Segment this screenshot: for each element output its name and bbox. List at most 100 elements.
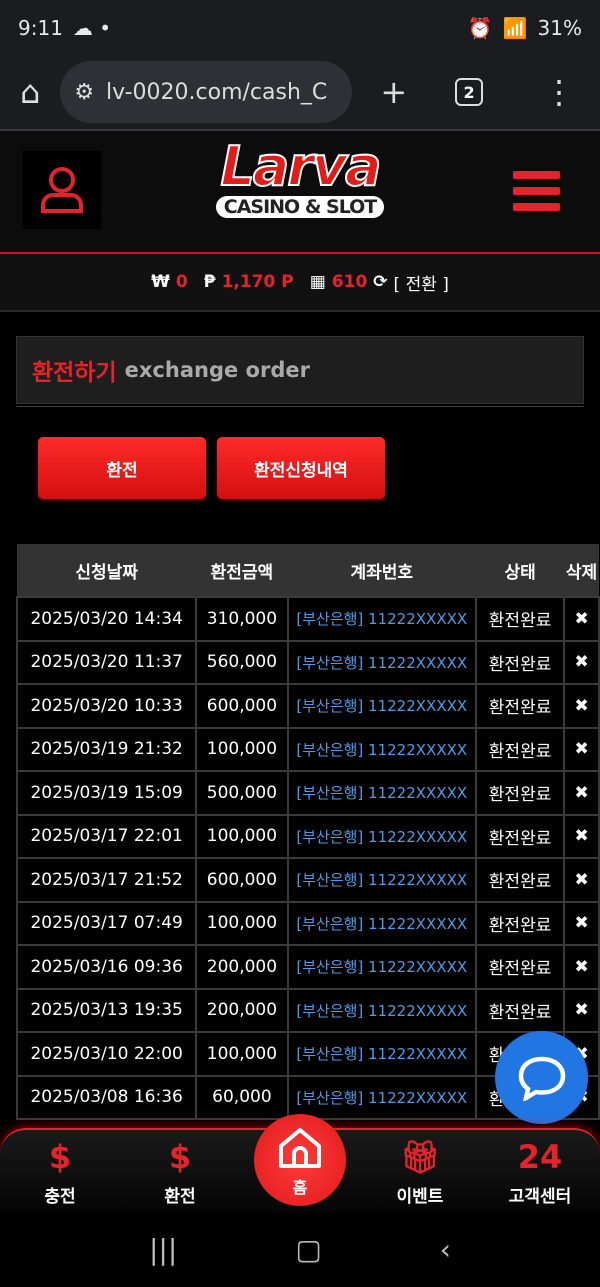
cell-date: 2025/03/16 09:36 [15,944,198,990]
recent-apps-icon[interactable]: ||| [149,1233,178,1266]
cell-date: 2025/03/17 22:01 [15,813,198,859]
delete-icon[interactable]: ✖ [563,944,600,990]
cloud-icon: ☁ • [72,15,112,40]
won-icon: ₩ [151,272,170,292]
delete-icon[interactable]: ✖ [563,857,600,903]
point-icon: ₱ [203,272,216,292]
alarm-icon: ⏰ [467,15,493,40]
table-row: 2025/03/20 11:37 560,000 [부산은행] 11222XXXXX… [15,639,600,685]
exchange-history-button[interactable]: 환전신청내역 [217,437,385,499]
cell-date: 2025/03/08 16:36 [15,1074,198,1120]
user-button[interactable] [23,151,101,229]
cell-amount: 100,000 [195,900,289,946]
chat-button[interactable] [495,1031,588,1124]
delete-icon[interactable]: ✖ [563,596,600,642]
col-delete: 삭제 [564,544,599,597]
page-title-ko: 환전하기 [32,360,117,386]
page-title: 환전하기 exchange order [16,336,584,404]
nav-exchange[interactable]: $ 환전 [140,1138,220,1207]
chip-balance: 610 [331,272,368,292]
cell-amount: 100,000 [195,1031,289,1077]
cell-account: [부산은행] 11222XXXXX [286,900,478,946]
nav-event[interactable]: 🎁︎ 이벤트 [380,1138,460,1207]
table-row: 2025/03/13 19:35 200,000 [부산은행] 11222XXXXX… [15,987,600,1033]
cell-amount: 310,000 [195,596,289,642]
cell-amount: 100,000 [195,726,289,772]
table-row: 2025/03/17 22:01 100,000 [부산은행] 11222XXXXX… [15,813,600,859]
nav-charge-label: 충전 [44,1187,76,1207]
cell-account: [부산은행] 11222XXXXX [286,1031,478,1077]
cell-status: 환전완료 [475,944,566,990]
cell-date: 2025/03/13 19:35 [15,987,198,1033]
home-icon[interactable]: ⌂ [20,73,41,111]
delete-icon[interactable]: ✖ [563,726,600,772]
cell-amount: 600,000 [195,683,289,729]
cell-account: [부산은행] 11222XXXXX [286,726,478,772]
cell-status: 환전완료 [475,596,566,642]
system-home-icon[interactable]: ▢ [295,1233,322,1266]
cell-amount: 200,000 [195,987,289,1033]
support-24-icon: 24 [517,1138,563,1176]
delete-icon[interactable]: ✖ [563,900,600,946]
cell-date: 2025/03/10 22:00 [15,1031,198,1077]
menu-icon[interactable] [513,171,560,219]
chat-icon [518,1056,565,1101]
battery-text: 31% [537,15,582,40]
new-tab-icon[interactable]: + [380,73,408,111]
delete-icon[interactable]: ✖ [563,683,600,729]
cell-account: [부산은행] 11222XXXXX [286,596,478,642]
convert-link[interactable]: [ 전환 ] [393,274,449,295]
refresh-icon[interactable]: ⟳ [373,272,388,292]
site-settings-icon[interactable]: ⚙ [74,79,95,105]
gift-icon: 🎁︎ [399,1138,441,1176]
status-bar: 9:11 ☁ • ⏰ 📶 31% [0,0,600,55]
table-row: 2025/03/20 14:34 310,000 [부산은행] 11222XXXXX… [15,596,600,642]
table-row: 2025/03/19 21:32 100,000 [부산은행] 11222XXXXX… [15,726,600,772]
cell-status: 환전완료 [475,987,566,1033]
cell-status: 환전완료 [475,726,566,772]
url-text: lv-0020.com/cash_C [106,79,328,105]
cell-amount: 560,000 [195,639,289,685]
logo-subtext: CASINO & SLOT [215,196,385,218]
cell-status: 환전완료 [475,639,566,685]
cell-date: 2025/03/17 21:52 [15,857,198,903]
tab-switcher-button[interactable]: 2 [455,78,484,106]
col-account: 계좌번호 [287,544,477,597]
logo-text: Larva [219,134,382,199]
cell-account: [부산은행] 11222XXXXX [286,944,478,990]
delete-icon[interactable]: ✖ [563,813,600,859]
wifi-icon: 📶 [502,15,528,40]
cell-amount: 60,000 [195,1074,289,1120]
delete-icon[interactable]: ✖ [563,987,600,1033]
cell-account: [부산은행] 11222XXXXX [286,639,478,685]
address-bar[interactable]: ⚙ lv-0020.com/cash_C [60,61,353,123]
table-row: 2025/03/20 10:33 600,000 [부산은행] 11222XXXXX… [15,683,600,729]
nav-support[interactable]: 24 고객센터 [500,1138,580,1207]
cell-account: [부산은행] 11222XXXXX [286,987,478,1033]
cell-date: 2025/03/17 07:49 [15,900,198,946]
nav-home[interactable]: 홈 [254,1114,346,1206]
cell-date: 2025/03/19 21:32 [15,726,198,772]
nav-charge[interactable]: $ 충전 [20,1138,100,1207]
cell-amount: 200,000 [195,944,289,990]
table-row: 2025/03/19 15:09 500,000 [부산은행] 11222XXXXX… [15,770,600,816]
site-logo[interactable]: Larva CASINO & SLOT [210,134,390,245]
more-menu-icon[interactable]: ⋮ [543,73,576,111]
cell-account: [부산은행] 11222XXXXX [286,813,478,859]
nav-event-label: 이벤트 [396,1187,444,1207]
nav-support-label: 고객센터 [508,1187,572,1207]
table-row: 2025/03/17 21:52 600,000 [부산은행] 11222XXXXX… [15,857,600,903]
cell-date: 2025/03/19 15:09 [15,770,198,816]
status-time: 9:11 [18,15,63,40]
exchange-button[interactable]: 환전 [38,437,206,499]
exchange-history-table: 신청날짜 환전금액 계좌번호 상태 삭제 2025/03/20 14:34 310… [15,544,600,1120]
delete-icon[interactable]: ✖ [563,639,600,685]
point-balance: 1,170 P [221,272,294,292]
back-icon[interactable]: ‹ [439,1233,451,1266]
cell-amount: 500,000 [195,770,289,816]
nav-exchange-label: 환전 [164,1187,196,1207]
browser-toolbar: ⌂ ⚙ lv-0020.com/cash_C + 2 ⋮ [0,55,600,131]
cell-account: [부산은행] 11222XXXXX [286,857,478,903]
cell-account: [부산은행] 11222XXXXX [286,683,478,729]
delete-icon[interactable]: ✖ [563,770,600,816]
